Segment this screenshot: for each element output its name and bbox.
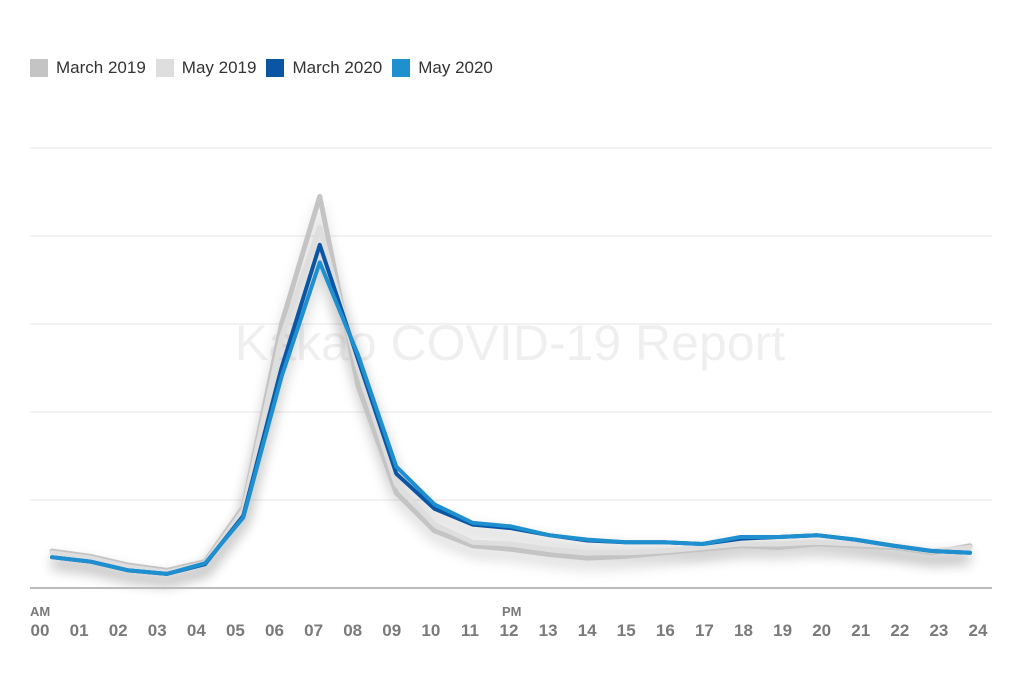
x-tick-label: 03 <box>148 621 167 640</box>
x-tick-label: 08 <box>343 621 362 640</box>
x-tick-label: 13 <box>539 621 558 640</box>
x-tick-label: 18 <box>734 621 753 640</box>
x-tick-label: 11 <box>461 621 479 640</box>
x-tick-label: 04 <box>187 621 206 640</box>
legend-item-may-2019[interactable]: May 2019 <box>155 58 257 78</box>
x-tick-label: 21 <box>851 621 870 640</box>
x-tick-labels: 00 01 02 03 04 05 06 07 08 09 10 11 12 13 14 15 16 17 18 19… <box>31 621 988 640</box>
legend-item-march-2019[interactable]: March 2019 <box>30 58 146 78</box>
legend-label: March 2019 <box>56 58 146 77</box>
legend-label: May 2019 <box>181 58 257 77</box>
series-lines <box>49 193 973 576</box>
legend-item-march-2020[interactable]: March 2020 <box>266 58 382 78</box>
x-tick-label: 19 <box>773 621 792 640</box>
x-tick-label: 20 <box>812 621 831 640</box>
legend-swatch-march-2020 <box>266 59 285 77</box>
x-tick-label: 14 <box>578 621 597 640</box>
x-tick-label: 09 <box>382 621 401 640</box>
x-tick-label: 05 <box>226 621 245 640</box>
x-tick-label: 02 <box>109 621 128 640</box>
legend: March 2019 May 2019 March 2020 May 2020 <box>30 58 503 78</box>
x-tick-label: 01 <box>70 621 89 640</box>
x-tick-label: 12 <box>500 621 519 640</box>
x-tick-label: 10 <box>421 621 440 640</box>
x-tick-label: 00 <box>31 621 50 640</box>
legend-label: March 2020 <box>292 58 383 77</box>
x-tick-label: 16 <box>656 621 675 640</box>
watermark: Kakao COVID-19 Report <box>235 315 785 371</box>
x-tick-label: 07 <box>304 621 323 640</box>
gridlines <box>30 147 992 501</box>
pm-label: PM <box>502 604 522 619</box>
x-tick-label: 06 <box>265 621 284 640</box>
legend-swatch-march-2019 <box>30 59 48 77</box>
series-line-may-2020 <box>50 260 972 576</box>
legend-swatch-may-2020 <box>392 59 411 77</box>
x-tick-label: 24 <box>969 621 988 640</box>
x-tick-label: 15 <box>617 621 636 640</box>
series-line-may-2019 <box>49 224 973 575</box>
legend-label: May 2020 <box>418 58 493 77</box>
x-tick-label: 17 <box>695 621 714 640</box>
x-tick-label: 22 <box>890 621 909 640</box>
series-shadow <box>51 202 971 584</box>
legend-swatch-may-2019 <box>155 59 174 77</box>
series-line-march-2019 <box>49 193 973 573</box>
legend-item-may-2020[interactable]: May 2020 <box>392 58 493 78</box>
x-tick-label: 23 <box>929 621 948 640</box>
am-label: AM <box>30 604 50 619</box>
